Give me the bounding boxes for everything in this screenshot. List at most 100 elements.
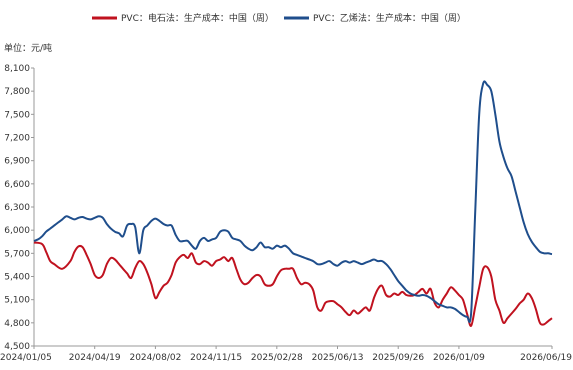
data-point (199, 240, 201, 242)
data-point (490, 275, 492, 277)
data-point (486, 266, 488, 268)
data-point (37, 238, 39, 240)
data-point (551, 253, 553, 255)
data-point (304, 282, 306, 284)
data-point (429, 288, 431, 290)
data-point (494, 113, 496, 115)
data-point (191, 244, 193, 246)
data-point (312, 289, 314, 291)
x-tick-label: 2026/01/09 (433, 353, 485, 363)
data-point (251, 249, 253, 251)
data-point (470, 312, 472, 314)
data-point (300, 283, 302, 285)
data-point (77, 217, 79, 219)
data-point (547, 320, 549, 322)
data-point (397, 294, 399, 296)
data-point (98, 277, 100, 279)
data-point (466, 316, 468, 318)
data-point (474, 214, 476, 216)
data-point (280, 246, 282, 248)
data-point (446, 306, 448, 308)
data-point (527, 292, 529, 294)
data-point (207, 261, 209, 263)
data-point (284, 268, 286, 270)
data-point (134, 226, 136, 228)
data-point (316, 306, 318, 308)
data-point (288, 248, 290, 250)
data-point (421, 288, 423, 290)
data-point (543, 323, 545, 325)
data-point (429, 297, 431, 299)
data-point (211, 238, 213, 240)
data-point (373, 297, 375, 299)
x-tick-label: 2024/04/19 (69, 353, 121, 363)
data-point (344, 260, 346, 262)
x-axis: 2024/01/05 2024/04/19 2024/08/02 2024/11/15… (0, 345, 572, 363)
data-point (45, 231, 47, 233)
data-point (154, 217, 156, 219)
series-2 (33, 80, 553, 323)
data-point (535, 308, 537, 310)
data-point (146, 271, 148, 273)
data-point (470, 325, 472, 327)
data-point (539, 322, 541, 324)
x-tick-label: 2024/01/05 (0, 353, 52, 363)
data-point (324, 261, 326, 263)
data-point (442, 299, 444, 301)
data-point (433, 300, 435, 302)
data-point (288, 268, 290, 270)
data-point (264, 246, 266, 248)
data-point (506, 317, 508, 319)
y-tick-label: 6,600 (4, 180, 30, 190)
data-point (81, 246, 83, 248)
legend-entry-series-2[interactable]: PVC：乙烯法：生产成本：中国（周） (284, 12, 466, 24)
data-point (349, 314, 351, 316)
data-point (292, 252, 294, 254)
data-point (478, 286, 480, 288)
legend-entry-series-1[interactable]: PVC：电石法：生产成本：中国（周） (92, 12, 274, 24)
data-point (308, 258, 310, 260)
data-point (425, 292, 427, 294)
data-point (199, 263, 201, 265)
data-point (174, 261, 176, 263)
data-point (118, 232, 120, 234)
data-point (514, 308, 516, 310)
data-point (462, 299, 464, 301)
data-point (130, 223, 132, 225)
data-point (134, 267, 136, 269)
data-point (523, 221, 525, 223)
data-point (393, 292, 395, 294)
series-1 (33, 241, 553, 327)
data-point (377, 288, 379, 290)
data-point (53, 263, 55, 265)
data-point (49, 227, 51, 229)
data-point (247, 282, 249, 284)
data-point (90, 263, 92, 265)
data-point (506, 167, 508, 169)
data-point (49, 260, 51, 262)
data-point (466, 312, 468, 314)
y-axis: 8,100 7,800 7,500 7,200 6,900 6,600 6,300 6,000… (4, 64, 35, 352)
data-point (421, 294, 423, 296)
data-point (328, 300, 330, 302)
data-point (77, 245, 79, 247)
data-point (142, 229, 144, 231)
data-point (502, 322, 504, 324)
data-point (142, 263, 144, 265)
data-point (219, 231, 221, 233)
data-point (235, 268, 237, 270)
data-point (259, 241, 261, 243)
data-point (547, 252, 549, 254)
data-point (162, 223, 164, 225)
data-point (357, 312, 359, 314)
data-point (312, 260, 314, 262)
data-point (389, 295, 391, 297)
data-point (243, 283, 245, 285)
data-point (369, 309, 371, 311)
y-tick-label: 7,200 (4, 134, 30, 144)
data-point (377, 260, 379, 262)
data-point (324, 302, 326, 304)
data-point (264, 283, 266, 285)
data-point (41, 243, 43, 245)
data-point (365, 261, 367, 263)
